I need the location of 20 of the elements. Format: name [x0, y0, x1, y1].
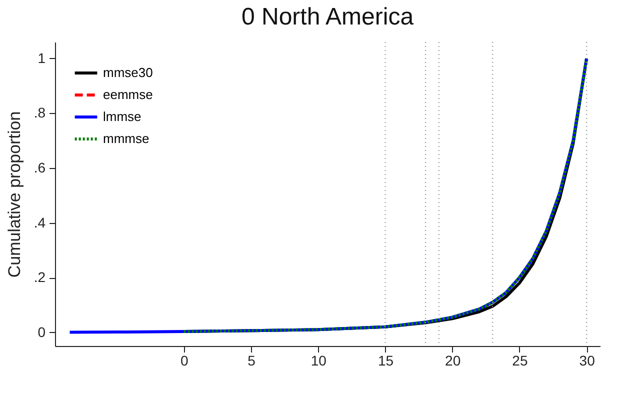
x-tick-label: 25 [512, 352, 528, 368]
y-tick-label: .8 [34, 104, 46, 121]
y-tick-label: 1 [38, 50, 46, 66]
legend-label: eemmse [103, 87, 153, 102]
legend-label: lmmse [103, 109, 142, 124]
legend-label: mmmse [103, 131, 150, 146]
y-axis-title: Cumulative proportion [4, 111, 24, 278]
x-tick-label: 20 [445, 352, 461, 368]
x-tick-label: 0 [180, 352, 188, 368]
y-tick-label: 0 [38, 324, 46, 340]
legend-label: mmse30 [103, 65, 153, 80]
line-series [182, 56, 588, 333]
y-tick-label: .6 [34, 159, 46, 176]
x-tick-label: 10 [310, 352, 327, 368]
chart-title: 0 North America [241, 4, 414, 30]
y-tick-label: .4 [34, 214, 46, 230]
y-tick-label: .2 [34, 269, 46, 286]
x-tick-label: 15 [378, 352, 394, 368]
x-tick-label: 5 [248, 352, 256, 368]
x-tick-label: 30 [579, 352, 596, 368]
